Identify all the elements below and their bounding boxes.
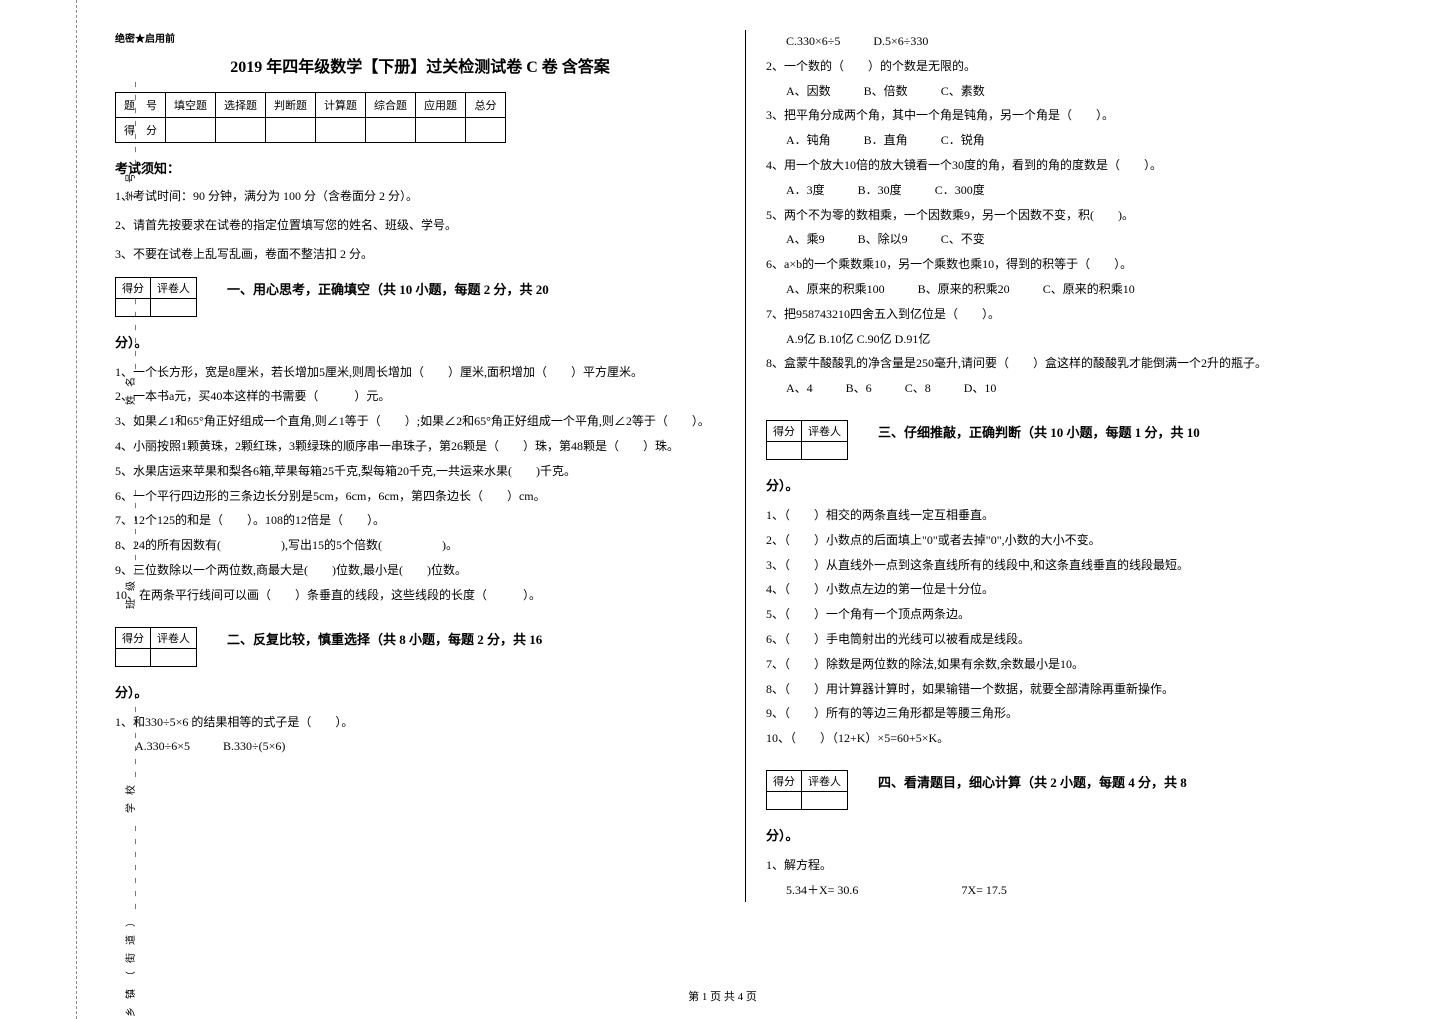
s2-q8: 8、盒蒙牛酸酸乳的净含量是250毫升,请问要（ ）盒这样的酸酸乳才能倒满一个2升…: [766, 352, 1376, 375]
s2-q1: 1、和330÷5×6 的结果相等的式子是（ ）。: [115, 711, 725, 734]
th-panduan: 判断题: [266, 93, 316, 118]
s2-q5: 5、两个不为零的数相乘，一个因数乘9，另一个因数不变，积( )。: [766, 204, 1376, 227]
s2-q1-opts-cont: C.330×6÷5 D.5×6÷330: [766, 30, 1376, 53]
score-box-3: 得分评卷人: [766, 420, 848, 460]
s2-q3-opts: A．钝角 B．直角 C．锐角: [766, 129, 1376, 152]
s2-q7: 7、把958743210四舍五入到亿位是（ ）。: [766, 303, 1376, 326]
s1-q4: 4、小丽按照1颗黄珠，2颗红珠，3颗绿珠的顺序串一串珠子，第26颗是（ ）珠，第…: [115, 435, 725, 458]
notice-title: 考试须知：: [115, 158, 725, 177]
s1-q3: 3、如果∠1和65°角正好组成一个直角,则∠1等于（ ）;如果∠2和65°角正好…: [115, 410, 725, 433]
s3-q3: 3、（ ）从直线外一点到这条直线所有的线段中,和这条直线垂直的线段最短。: [766, 554, 1376, 577]
page-footer: 第 1 页 共 4 页: [0, 988, 1445, 1004]
s1-q1: 1、一个长方形，宽是8厘米，若长增加5厘米,则周长增加（ ）厘米,面积增加（ ）…: [115, 361, 725, 384]
s1-q8: 8、24的所有因数有( ),写出15的5个倍数( )。: [115, 534, 725, 557]
binding-sidebar: 学号_______ 姓名_______ 班级_______ 学校_______ …: [0, 0, 80, 1019]
right-column: C.330×6÷5 D.5×6÷330 2、一个数的（ ）的个数是无限的。 A、…: [751, 30, 1391, 902]
score-box-1: 得分评卷人: [115, 277, 197, 317]
s1-q10: 10、在两条平行线间可以画（ ）条垂直的线段，这些线段的长度（ ）。: [115, 584, 725, 607]
notice-2: 2、请首先按要求在试卷的指定位置填写您的姓名、班级、学号。: [115, 216, 725, 235]
main-content: 绝密★启用前 2019 年四年级数学【下册】过关检测试卷 C 卷 含答案 题 号…: [100, 30, 1420, 902]
section4-title: 四、看清题目，细心计算（共 2 小题，每题 4 分，共 8: [848, 770, 1187, 791]
section4-header: 得分评卷人 四、看清题目，细心计算（共 2 小题，每题 4 分，共 8: [766, 770, 1376, 810]
s2-q2: 2、一个数的（ ）的个数是无限的。: [766, 55, 1376, 78]
s3-q4: 4、（ ）小数点左边的第一位是十分位。: [766, 578, 1376, 601]
score-summary-table: 题 号 填空题 选择题 判断题 计算题 综合题 应用题 总分 得 分: [115, 92, 506, 143]
s1-q6: 6、一个平行四边形的三条边长分别是5cm，6cm，6cm，第四条边长（ ）cm。: [115, 485, 725, 508]
s1-q2: 2、一本书a元，买40本这样的书需要（ ）元。: [115, 385, 725, 408]
s2-q7-opts: A.9亿 B.10亿 C.90亿 D.91亿: [766, 328, 1376, 351]
s1-q5: 5、水果店运来苹果和梨各6箱,苹果每箱25千克,梨每箱20千克,一共运来水果( …: [115, 460, 725, 483]
s1-q9: 9、三位数除以一个两位数,商最大是( )位数,最小是( )位数。: [115, 559, 725, 582]
section4-cont: 分）。: [766, 825, 1376, 844]
th-jisuan: 计算题: [316, 93, 366, 118]
s2-q6-opts: A、原来的积乘100 B、原来的积乘20 C、原来的积乘10: [766, 278, 1376, 301]
s2-q8-opts: A、4 B、6 C、8 D、10: [766, 377, 1376, 400]
section2-header: 得分评卷人 二、反复比较，慎重选择（共 8 小题，每题 2 分，共 16: [115, 627, 725, 667]
s2-q6: 6、a×b的一个乘数乘10，另一个乘数也乘10，得到的积等于（ ）。: [766, 253, 1376, 276]
s4-equations: 5.34＋X= 30.6 7X= 17.5: [766, 879, 1376, 902]
s2-q2-opts: A、因数 B、倍数 C、素数: [766, 80, 1376, 103]
dotted-fold-line: [76, 0, 77, 1019]
s3-q8: 8、（ ）用计算器计算时，如果输错一个数据，就要全部清除再重新操作。: [766, 678, 1376, 701]
section1-header: 得分评卷人 一、用心思考，正确填空（共 10 小题，每题 2 分，共 20: [115, 277, 725, 317]
s3-q9: 9、（ ）所有的等边三角形都是等腰三角形。: [766, 702, 1376, 725]
th-tihao: 题 号: [116, 93, 166, 118]
s3-q2: 2、（ ）小数点的后面填上"0"或者去掉"0",小数的大小不变。: [766, 529, 1376, 552]
column-divider: [745, 30, 746, 902]
s2-q5-opts: A、乘9 B、除以9 C、不变: [766, 228, 1376, 251]
s3-q5: 5、（ ）一个角有一个顶点两条边。: [766, 603, 1376, 626]
s3-q7: 7、（ ）除数是两位数的除法,如果有余数,余数最小是10。: [766, 653, 1376, 676]
section3-title: 三、仔细推敲，正确判断（共 10 小题，每题 1 分，共 10: [848, 420, 1200, 441]
td-defen: 得 分: [116, 118, 166, 143]
section1-cont: 分）。: [115, 332, 725, 351]
s1-q7: 7、12个125的和是（ ）。108的12倍是（ ）。: [115, 509, 725, 532]
score-box-2: 得分评卷人: [115, 627, 197, 667]
notice-3: 3、不要在试卷上乱写乱画，卷面不整洁扣 2 分。: [115, 245, 725, 264]
s2-q1-opts: A.330÷6×5 B.330÷(5×6): [115, 735, 725, 758]
s2-q4-opts: A．3度 B．30度 C．300度: [766, 179, 1376, 202]
score-box-4: 得分评卷人: [766, 770, 848, 810]
s2-q4: 4、用一个放大10倍的放大镜看一个30度的角，看到的角的度数是（ ）。: [766, 154, 1376, 177]
s3-q6: 6、（ ）手电筒射出的光线可以被看成是线段。: [766, 628, 1376, 651]
s3-q10: 10、（ ）（12+K）×5=60+5×K。: [766, 727, 1376, 750]
s3-q1: 1、（ ）相交的两条直线一定互相垂直。: [766, 504, 1376, 527]
s2-q3: 3、把平角分成两个角，其中一个角是钝角，另一个角是（ ）。: [766, 104, 1376, 127]
section2-title: 二、反复比较，慎重选择（共 8 小题，每题 2 分，共 16: [197, 627, 542, 648]
s4-q1: 1、解方程。: [766, 854, 1376, 877]
th-zongfen: 总分: [466, 93, 506, 118]
th-yingyong: 应用题: [416, 93, 466, 118]
section3-header: 得分评卷人 三、仔细推敲，正确判断（共 10 小题，每题 1 分，共 10: [766, 420, 1376, 460]
exam-title: 2019 年四年级数学【下册】过关检测试卷 C 卷 含答案: [115, 53, 725, 77]
th-xuanze: 选择题: [216, 93, 266, 118]
section3-cont: 分）。: [766, 475, 1376, 494]
th-zonghe: 综合题: [366, 93, 416, 118]
notice-1: 1、考试时间：90 分钟，满分为 100 分（含卷面分 2 分）。: [115, 187, 725, 206]
section1-title: 一、用心思考，正确填空（共 10 小题，每题 2 分，共 20: [197, 277, 549, 298]
confidential-label: 绝密★启用前: [115, 30, 725, 45]
th-tiankong: 填空题: [166, 93, 216, 118]
section2-cont: 分）。: [115, 682, 725, 701]
left-column: 绝密★启用前 2019 年四年级数学【下册】过关检测试卷 C 卷 含答案 题 号…: [100, 30, 740, 902]
